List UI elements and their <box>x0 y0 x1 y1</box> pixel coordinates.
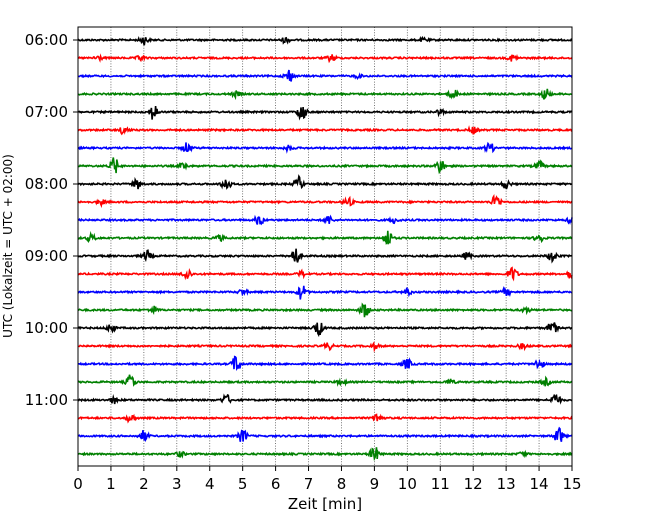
x-tick-label: 11 <box>431 475 450 493</box>
seismic-trace <box>77 214 573 226</box>
plot-frame <box>77 26 573 467</box>
seismic-trace <box>77 69 573 82</box>
x-tick-label: 1 <box>106 475 116 493</box>
y-tick-label: 11:00 <box>25 391 68 409</box>
x-tick-label: 14 <box>530 475 549 493</box>
seismic-trace <box>77 285 573 300</box>
seismic-trace <box>77 106 573 121</box>
x-tick-label: 9 <box>370 475 380 493</box>
x-tick-label: 15 <box>562 475 581 493</box>
seismic-trace <box>77 125 573 136</box>
seismic-trace <box>77 413 573 424</box>
x-tick-label: 3 <box>172 475 182 493</box>
x-tick-label: 6 <box>271 475 281 493</box>
seismic-trace <box>77 266 573 282</box>
seismic-trace <box>77 393 573 405</box>
grid-lines <box>110 27 540 466</box>
seismic-trace <box>77 35 573 46</box>
x-tick-label: 7 <box>304 475 314 493</box>
seismic-trace <box>77 374 573 387</box>
y-axis-title: UTC (Lokalzeit = UTC + 02:00) <box>1 154 15 338</box>
y-tick-label: 07:00 <box>25 103 68 121</box>
seismic-trace <box>77 341 573 353</box>
x-tick-label: 12 <box>464 475 483 493</box>
x-tick-label: 5 <box>238 475 248 493</box>
y-axis-ticks: 06:00 07:00 08:00 09:00 10:00 11:00 <box>25 31 78 409</box>
seismic-trace <box>77 322 573 338</box>
y-tick-label: 08:00 <box>25 175 68 193</box>
y-tick-label: 09:00 <box>25 247 68 265</box>
seismic-trace <box>77 355 573 372</box>
seismic-trace <box>77 141 573 154</box>
seismic-trace <box>77 88 573 101</box>
x-tick-label: 10 <box>398 475 417 493</box>
seismic-trace <box>77 230 573 246</box>
seismic-trace <box>77 53 573 64</box>
seismic-trace <box>77 193 573 209</box>
seismic-trace <box>77 426 573 443</box>
x-tick-label: 8 <box>337 475 347 493</box>
seismic-trace <box>77 248 573 264</box>
seismic-trace <box>77 174 573 190</box>
y-tick-label: 10:00 <box>25 319 68 337</box>
seismic-traces <box>77 35 573 462</box>
x-axis-title: Zeit [min] <box>288 495 362 513</box>
x-axis-ticks: 0 1 2 3 4 5 6 7 8 9 10 11 12 13 14 15 <box>73 466 582 493</box>
y-tick-label: 06:00 <box>25 31 68 49</box>
seismic-trace <box>77 157 573 175</box>
x-tick-label: 13 <box>497 475 516 493</box>
x-tick-label: 0 <box>73 475 83 493</box>
seismic-trace <box>77 447 573 462</box>
x-tick-label: 2 <box>139 475 149 493</box>
x-tick-label: 4 <box>205 475 215 493</box>
seismic-trace <box>78 302 573 318</box>
